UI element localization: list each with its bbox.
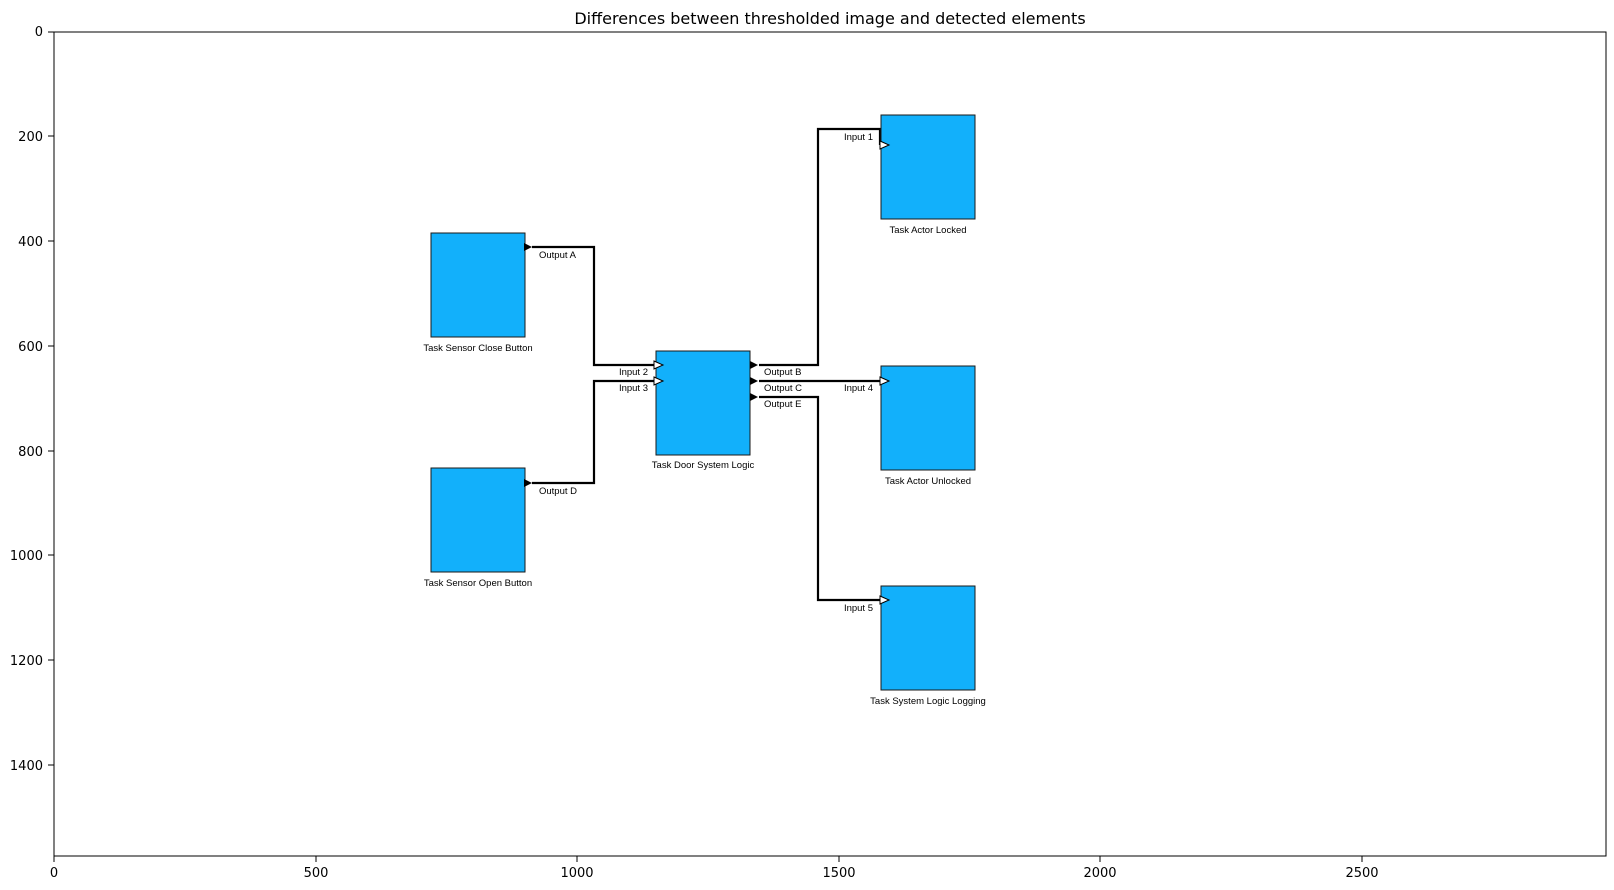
block-label: Task Sensor Close Button — [423, 343, 532, 354]
port-label-output-b: Output B — [764, 367, 802, 378]
input-port-5-icon[interactable] — [879, 595, 891, 605]
block-body — [880, 585, 976, 691]
y-tick-label: 200 — [18, 130, 43, 145]
y-tick-label: 0 — [35, 25, 43, 40]
port-label-output-e: Output E — [764, 399, 802, 410]
port-label-output-d: Output D — [539, 486, 577, 497]
input-port-4-icon[interactable] — [879, 376, 891, 386]
block-task-door-system-logic[interactable]: Task Door System Logic — [652, 350, 755, 471]
block-label: Task Sensor Open Button — [424, 578, 532, 589]
block-task-sensor-close-button[interactable]: Task Sensor Close Button — [423, 232, 533, 354]
y-tick-label: 400 — [18, 235, 43, 250]
port-label-input-2: Input 2 — [619, 367, 648, 378]
port-label-input-1: Input 1 — [844, 132, 873, 143]
x-tick-label: 1500 — [822, 866, 855, 881]
block-task-system-logic-logging[interactable]: Task System Logic Logging — [870, 585, 986, 707]
input-port-3-icon[interactable] — [653, 376, 665, 386]
block-body — [430, 232, 526, 338]
x-tick-label: 1000 — [560, 866, 593, 881]
y-tick-label: 1000 — [10, 549, 43, 564]
block-body — [430, 467, 526, 573]
wire-output-e-to-input-5 — [759, 395, 880, 602]
figure-title: Differences between thresholded image an… — [574, 9, 1085, 28]
x-tick-label: 500 — [304, 866, 329, 881]
block-label: Task System Logic Logging — [870, 696, 986, 707]
output-port-a-icon[interactable] — [524, 243, 532, 251]
block-task-actor-unlocked[interactable]: Task Actor Unlocked — [880, 365, 976, 487]
y-tick-label: 1200 — [10, 654, 43, 669]
port-label-input-3: Input 3 — [619, 383, 648, 394]
block-task-actor-locked[interactable]: Task Actor Locked — [880, 114, 976, 236]
wire-output-b-to-input-1 — [759, 127, 882, 367]
input-port-1-icon[interactable] — [879, 140, 891, 150]
output-port-b-icon[interactable] — [750, 361, 758, 369]
output-port-e-icon[interactable] — [750, 393, 758, 401]
x-tick-label: 0 — [50, 866, 58, 881]
input-ports — [653, 140, 891, 605]
x-axis: 0 500 1000 1500 2000 2500 — [50, 856, 1379, 881]
y-tick-label: 600 — [18, 340, 43, 355]
port-label-input-4: Input 4 — [844, 383, 873, 394]
block-task-sensor-open-button[interactable]: Task Sensor Open Button — [424, 467, 532, 589]
block-label: Task Actor Unlocked — [885, 476, 971, 487]
block-body — [880, 114, 976, 220]
axes-frame — [53, 31, 1607, 857]
connections — [532, 127, 882, 602]
port-label-output-c: Output C — [764, 383, 802, 394]
output-port-c-icon[interactable] — [750, 377, 758, 385]
block-body — [880, 365, 976, 471]
output-ports — [524, 243, 758, 487]
wire-output-d-to-input-3 — [532, 379, 654, 485]
block-body — [655, 350, 751, 456]
y-tick-label: 1400 — [10, 759, 43, 774]
input-port-2-icon[interactable] — [653, 360, 665, 370]
wire-output-a-to-input-2 — [532, 245, 654, 367]
x-tick-label: 2000 — [1083, 866, 1116, 881]
port-labels: Output A Output D Input 2 Input 3 Output… — [539, 132, 873, 614]
port-label-output-a: Output A — [539, 250, 577, 261]
y-axis: 0 200 400 600 800 1000 1200 1400 — [10, 25, 54, 774]
output-port-d-icon[interactable] — [524, 479, 532, 487]
block-label: Task Actor Locked — [889, 225, 966, 236]
port-label-input-5: Input 5 — [844, 603, 873, 614]
block-label: Task Door System Logic — [652, 460, 755, 471]
x-tick-label: 2500 — [1345, 866, 1378, 881]
y-tick-label: 800 — [18, 445, 43, 460]
